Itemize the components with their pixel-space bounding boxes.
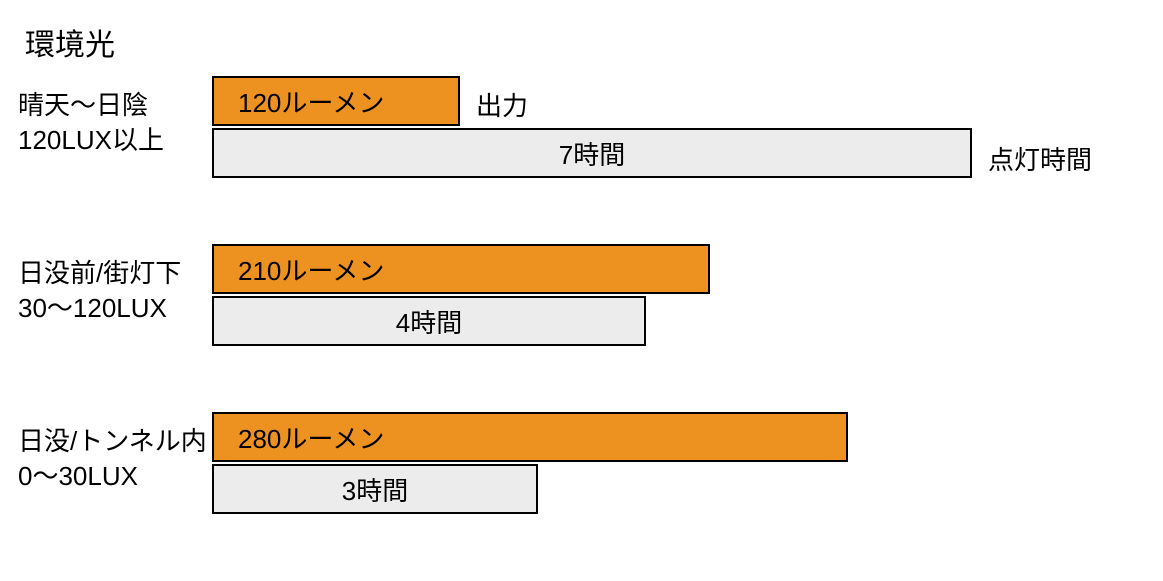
row-label-line2: 0～30LUX — [18, 461, 138, 491]
annotation-output: 出力 — [476, 86, 528, 123]
lumen-bar-dusk: 210ルーメン — [212, 244, 710, 294]
chart-title: 環境光 — [25, 20, 115, 64]
hours-bar-sunny: 7時間 — [212, 128, 972, 178]
lumen-bar-label: 210ルーメン — [238, 251, 384, 288]
lumen-bar-label: 120ルーメン — [238, 83, 384, 120]
row-label-line2: 120LUX以上 — [18, 125, 164, 155]
hours-bar-label: 7時間 — [559, 135, 625, 172]
row-label-tunnel: 日没/トンネル内 0～30LUX — [18, 424, 207, 494]
row-label-line1: 日没/トンネル内 — [18, 426, 207, 456]
row-label-dusk: 日没前/街灯下 30～120LUX — [18, 256, 181, 326]
lumen-bar-sunny: 120ルーメン — [212, 76, 460, 126]
hours-bar-label: 3時間 — [342, 471, 408, 508]
lumen-bar-label: 280ルーメン — [238, 419, 384, 456]
row-label-line1: 日没前/街灯下 — [18, 258, 181, 288]
chart-canvas: 環境光 出力 点灯時間 晴天～日陰 120LUX以上 120ルーメン 7時間 日… — [0, 0, 1163, 581]
row-label-sunny: 晴天～日陰 120LUX以上 — [18, 88, 164, 158]
row-label-line1: 晴天～日陰 — [18, 90, 148, 120]
annotation-runtime: 点灯時間 — [988, 140, 1092, 177]
lumen-bar-tunnel: 280ルーメン — [212, 412, 848, 462]
row-label-line2: 30～120LUX — [18, 293, 167, 323]
hours-bar-dusk: 4時間 — [212, 296, 646, 346]
hours-bar-label: 4時間 — [396, 303, 462, 340]
hours-bar-tunnel: 3時間 — [212, 464, 538, 514]
